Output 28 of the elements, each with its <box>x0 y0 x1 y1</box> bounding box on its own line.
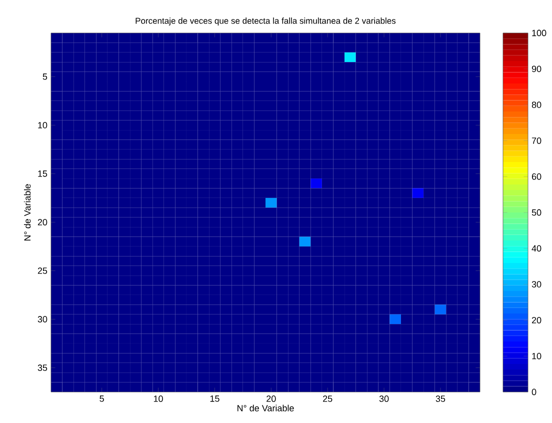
y-tick-label: 10 <box>38 122 48 128</box>
x-tick-label: 30 <box>379 396 389 402</box>
x-tick-label: 5 <box>100 396 104 402</box>
color-bar-label: 30 <box>532 281 542 288</box>
y-tick-label: 30 <box>38 316 48 322</box>
y-axis-title: N° de Variable <box>24 184 31 240</box>
y-tick-label: 15 <box>38 170 48 177</box>
color-bar-label: 80 <box>532 102 542 108</box>
color-bar-label: 70 <box>532 138 542 144</box>
x-tick-label: 25 <box>323 396 332 402</box>
color-bar-label: 100 <box>532 30 546 36</box>
color-bar-label: 20 <box>532 316 542 324</box>
x-tick-label: 35 <box>436 396 446 402</box>
color-bar-label: 60 <box>532 173 542 180</box>
color-bar-label: 0 <box>532 388 536 396</box>
chart-title: Porcentaje de veces que se detecta la falla simultanea de 2 variables <box>136 18 396 26</box>
color-bar-label: 10 <box>532 352 542 360</box>
x-tick-label: 15 <box>210 396 220 402</box>
color-bar-label: 50 <box>532 209 542 216</box>
color-bar-label: 90 <box>532 66 542 72</box>
y-tick-label: 20 <box>38 219 48 226</box>
x-axis-title: N° de Variable <box>238 404 294 412</box>
y-tick-label: 35 <box>38 364 48 371</box>
color-bar-label: 40 <box>532 245 542 252</box>
x-tick-label: 20 <box>266 396 276 402</box>
y-tick-label: 25 <box>38 268 48 274</box>
x-tick-label: 10 <box>154 396 163 402</box>
y-tick-label: 5 <box>42 74 48 80</box>
